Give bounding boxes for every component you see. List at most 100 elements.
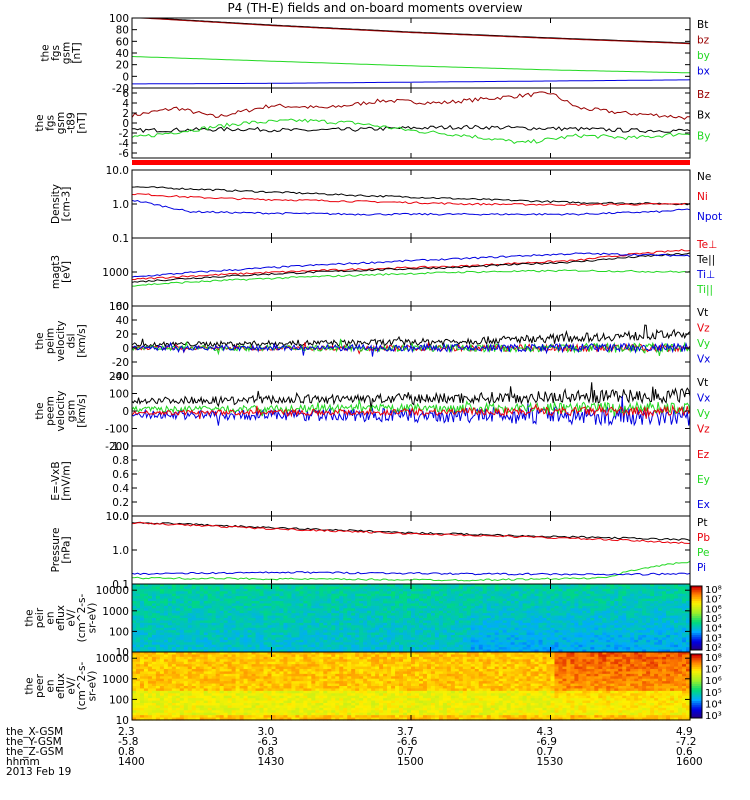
y-axis-label-line: [nT] — [71, 42, 83, 63]
y-axis-label-line: gsm — [60, 42, 72, 64]
y-tick-label: 40 — [116, 315, 129, 327]
y-tick-label: 100 — [109, 301, 129, 313]
y-axis-label-line: the — [24, 677, 36, 694]
colorbar-label: 10² — [705, 643, 722, 654]
y-tick-label: 1000 — [102, 606, 129, 618]
y-axis-label-line: [eV] — [60, 261, 72, 283]
ephemeris-value: 1430 — [257, 756, 285, 768]
y-axis-label-line: gsm — [55, 112, 67, 134]
ephemeris-value: -5.8 — [118, 736, 139, 748]
panel-frame — [131, 169, 691, 239]
legend-entry: Vy — [697, 408, 710, 420]
y-axis-label-line: dsl — [66, 333, 78, 348]
y-axis-label-line: -t89 — [66, 112, 78, 133]
y-tick-label: 100 — [109, 389, 129, 401]
y-tick-label: 10000 — [96, 653, 129, 665]
series-line-fgs-0 — [132, 17, 691, 44]
spectrogram-peir — [132, 584, 691, 653]
y-axis-label-line: peim — [45, 328, 57, 354]
ephemeris-value: 0.7 — [397, 746, 414, 758]
ephemeris-label: the_Z-GSM — [6, 746, 64, 758]
legend-entry: Ti⊥ — [696, 269, 715, 281]
y-tick-label: 0.8 — [112, 455, 129, 467]
series-line-magt3-3 — [132, 269, 691, 287]
colorbar-label: 10³ — [705, 711, 722, 722]
panel-frame — [131, 17, 691, 89]
ephemeris-date: 2013 Feb 19 — [6, 766, 72, 778]
y-axis-label-line: Density — [50, 184, 62, 224]
legend-entry: Te⊥ — [696, 239, 717, 251]
panel-efield: Ez Ey Ex 1.0 0.8 0.6 0.4 0.2 0.0 E=-VxB[mV/m] — [50, 441, 710, 523]
y-tick-label: 0.6 — [112, 469, 129, 481]
ephemeris-value: 0.7 — [536, 746, 554, 758]
series-line-magt3-1 — [131, 252, 691, 283]
colorbar-label: 10⁸ — [705, 585, 722, 596]
ephemeris-value: 1400 — [118, 756, 145, 768]
y-tick-label: 40 — [116, 48, 129, 60]
series-line-peem-1 — [131, 395, 691, 427]
series-line-density-2 — [131, 199, 691, 216]
ephemeris-label: the_Y-GSM — [6, 736, 62, 748]
y-tick-label: 60 — [116, 36, 129, 48]
panel-pressure: Pt Pb Pe Pi 10.0 1.0 0.1 Pressure[nPa] — [50, 511, 711, 591]
y-tick-label: 0 — [122, 118, 129, 130]
y-tick-label: 0 — [122, 406, 129, 418]
y-axis-label-line: peer — [34, 673, 46, 698]
panel-frame — [131, 305, 691, 377]
series-line-density-0 — [131, 186, 691, 206]
y-tick-label: 10000 — [96, 585, 129, 597]
series-line-fgm-t89-1 — [132, 124, 691, 133]
y-tick-label: 0 — [122, 71, 129, 83]
ephemeris-value: 0.8 — [118, 746, 135, 758]
colorbar-label: 10³ — [705, 633, 722, 644]
panel-peim: VtVzVyVx6040200-20-40thepeimvelocitydsl[… — [34, 301, 710, 383]
y-axis-label-line: [km/s] — [76, 394, 88, 428]
y-tick-label: 100 — [109, 694, 129, 706]
y-axis-label-line: eV/ — [66, 609, 78, 627]
legend-entry: Vz — [697, 323, 710, 335]
colorbar-label: 10⁶ — [705, 604, 722, 615]
legend-entry: Bz — [697, 89, 710, 101]
y-axis-label-line: velocity — [55, 390, 67, 431]
y-axis-label-line: the — [24, 609, 36, 626]
colorbar-label: 10⁵ — [705, 614, 722, 625]
series-line-fgs-1 — [132, 17, 691, 45]
ephemeris-value: -7.2 — [676, 736, 697, 748]
legend-entry: Vt — [697, 377, 708, 389]
colorbar-label: 10⁸ — [705, 653, 722, 664]
legend-entry: by — [697, 50, 710, 62]
y-tick-label: -2 — [119, 128, 129, 140]
y-tick-label: -20 — [112, 83, 129, 95]
y-tick-label: 10.0 — [106, 511, 129, 523]
ephemeris-value: 0.8 — [257, 746, 275, 758]
y-tick-label: 80 — [116, 25, 129, 37]
legend-entry: Ni — [697, 191, 708, 203]
y-axis-label-line: fgs — [45, 115, 57, 131]
y-tick-label: 60 — [116, 301, 129, 313]
ephemeris-value: 3.7 — [397, 726, 414, 738]
y-axis-label-line: [km/s] — [76, 324, 88, 358]
y-axis-label-line: the — [34, 402, 46, 419]
y-tick-label: 20 — [116, 60, 129, 72]
y-axis-label-line: E=-VxB — [50, 461, 62, 500]
y-axis-label-line: en — [45, 679, 57, 692]
y-axis-label-line: Pressure — [50, 528, 62, 573]
y-tick-label: 0.1 — [112, 579, 129, 591]
legend-entry: Pt — [697, 517, 707, 529]
y-axis-label-line: (cm^2-s- — [76, 661, 88, 710]
ephemeris-value: 4.3 — [536, 726, 554, 738]
legend-entry: Te|| — [696, 254, 715, 266]
y-tick-label: 0.4 — [112, 483, 129, 495]
series-line-peem-0 — [131, 382, 691, 410]
legend-entry: Npot — [697, 211, 722, 223]
panel-peer: 10⁸10⁷10⁶10⁵10⁴10³10000100010010thepeere… — [24, 651, 722, 727]
series-line-magt3-2 — [131, 252, 691, 278]
panel-magt3: Te⊥ Te|| Ti⊥ Ti|| 1000 100 magt3[eV] — [50, 237, 717, 313]
legend-entry: Ez — [697, 449, 710, 461]
y-tick-label: 1.0 — [112, 545, 129, 557]
